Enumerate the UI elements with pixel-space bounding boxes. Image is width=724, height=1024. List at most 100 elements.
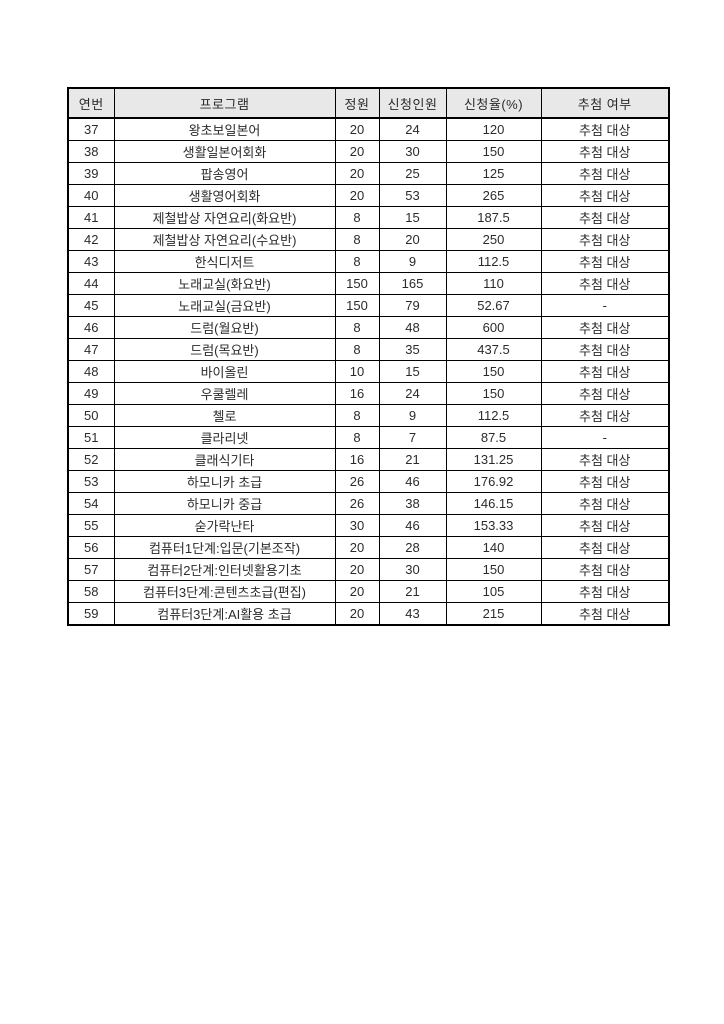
table-row: 40 생활영어회화 20 53 265 추첨 대상 <box>67 184 670 207</box>
cell-lottery: 추첨 대상 <box>540 580 670 603</box>
cell-lottery: 추첨 대상 <box>540 206 670 229</box>
cell-no: 57 <box>67 558 115 581</box>
cell-rate: 112.5 <box>445 250 542 273</box>
cell-no: 41 <box>67 206 115 229</box>
cell-capacity: 8 <box>334 206 380 229</box>
table-row: 49 우쿨렐레 16 24 150 추첨 대상 <box>67 382 670 405</box>
cell-no: 59 <box>67 602 115 626</box>
cell-rate: 153.33 <box>445 514 542 537</box>
cell-program: 바이올린 <box>113 360 336 383</box>
cell-lottery: 추첨 대상 <box>540 117 670 141</box>
cell-program: 드럼(월요반) <box>113 316 336 339</box>
cell-program: 노래교실(금요반) <box>113 294 336 317</box>
cell-applicants: 24 <box>378 382 447 405</box>
cell-rate: 125 <box>445 162 542 185</box>
cell-rate: 150 <box>445 558 542 581</box>
cell-rate: 52.67 <box>445 294 542 317</box>
cell-no: 48 <box>67 360 115 383</box>
cell-capacity: 150 <box>334 294 380 317</box>
cell-rate: 140 <box>445 536 542 559</box>
cell-no: 45 <box>67 294 115 317</box>
cell-lottery: 추첨 대상 <box>540 316 670 339</box>
cell-capacity: 150 <box>334 272 380 295</box>
cell-program: 한식디저트 <box>113 250 336 273</box>
cell-lottery: 추첨 대상 <box>540 448 670 471</box>
header-cell-no: 연번 <box>67 87 115 119</box>
cell-capacity: 20 <box>334 580 380 603</box>
cell-capacity: 20 <box>334 558 380 581</box>
cell-capacity: 20 <box>334 602 380 626</box>
table-row: 37 왕초보일본어 20 24 120 추첨 대상 <box>67 117 670 141</box>
cell-rate: 150 <box>445 360 542 383</box>
cell-applicants: 53 <box>378 184 447 207</box>
table-row: 51 클라리넷 8 7 87.5 - <box>67 426 670 449</box>
cell-capacity: 26 <box>334 492 380 515</box>
cell-rate: 600 <box>445 316 542 339</box>
cell-applicants: 7 <box>378 426 447 449</box>
header-cell-lottery: 추첨 여부 <box>540 87 670 119</box>
cell-no: 47 <box>67 338 115 361</box>
cell-applicants: 165 <box>378 272 447 295</box>
cell-program: 하모니카 초급 <box>113 470 336 493</box>
table-row: 50 첼로 8 9 112.5 추첨 대상 <box>67 404 670 427</box>
cell-no: 53 <box>67 470 115 493</box>
cell-applicants: 38 <box>378 492 447 515</box>
cell-no: 46 <box>67 316 115 339</box>
cell-lottery: 추첨 대상 <box>540 492 670 515</box>
cell-program: 컴퓨터1단계:입문(기본조작) <box>113 536 336 559</box>
program-table-container: 연번 프로그램 정원 신청인원 신청율(%) 추첨 여부 37 왕초보일본어 2… <box>67 87 670 626</box>
header-cell-applicants: 신청인원 <box>378 87 447 119</box>
cell-program: 생활일본어회화 <box>113 140 336 163</box>
cell-applicants: 20 <box>378 228 447 251</box>
cell-lottery: - <box>540 294 670 317</box>
cell-lottery: 추첨 대상 <box>540 558 670 581</box>
cell-capacity: 20 <box>334 162 380 185</box>
cell-program: 컴퓨터3단계:AI활용 초급 <box>113 602 336 626</box>
table-row: 45 노래교실(금요반) 150 79 52.67 - <box>67 294 670 317</box>
cell-applicants: 15 <box>378 360 447 383</box>
cell-program: 제철밥상 자연요리(화요반) <box>113 206 336 229</box>
cell-rate: 265 <box>445 184 542 207</box>
cell-applicants: 79 <box>378 294 447 317</box>
header-cell-program: 프로그램 <box>113 87 336 119</box>
cell-capacity: 10 <box>334 360 380 383</box>
cell-applicants: 30 <box>378 140 447 163</box>
cell-program: 드럼(목요반) <box>113 338 336 361</box>
cell-no: 54 <box>67 492 115 515</box>
cell-lottery: - <box>540 426 670 449</box>
table-row: 58 컴퓨터3단계:콘텐츠초급(편집) 20 21 105 추첨 대상 <box>67 580 670 603</box>
header-cell-capacity: 정원 <box>334 87 380 119</box>
cell-capacity: 30 <box>334 514 380 537</box>
cell-capacity: 20 <box>334 117 380 141</box>
cell-capacity: 20 <box>334 184 380 207</box>
cell-no: 40 <box>67 184 115 207</box>
cell-no: 55 <box>67 514 115 537</box>
cell-no: 51 <box>67 426 115 449</box>
table-row: 53 하모니카 초급 26 46 176.92 추첨 대상 <box>67 470 670 493</box>
cell-capacity: 8 <box>334 228 380 251</box>
cell-lottery: 추첨 대상 <box>540 536 670 559</box>
cell-program: 노래교실(화요반) <box>113 272 336 295</box>
table-row: 43 한식디저트 8 9 112.5 추첨 대상 <box>67 250 670 273</box>
cell-rate: 131.25 <box>445 448 542 471</box>
cell-no: 38 <box>67 140 115 163</box>
table-row: 55 숟가락난타 30 46 153.33 추첨 대상 <box>67 514 670 537</box>
cell-applicants: 21 <box>378 580 447 603</box>
cell-program: 클래식기타 <box>113 448 336 471</box>
table-row: 54 하모니카 중급 26 38 146.15 추첨 대상 <box>67 492 670 515</box>
cell-rate: 150 <box>445 140 542 163</box>
table-row: 52 클래식기타 16 21 131.25 추첨 대상 <box>67 448 670 471</box>
cell-applicants: 43 <box>378 602 447 626</box>
cell-capacity: 16 <box>334 382 380 405</box>
table-row: 38 생활일본어회화 20 30 150 추첨 대상 <box>67 140 670 163</box>
cell-program: 컴퓨터2단계:인터넷활용기초 <box>113 558 336 581</box>
cell-lottery: 추첨 대상 <box>540 382 670 405</box>
cell-lottery: 추첨 대상 <box>540 250 670 273</box>
table-body: 37 왕초보일본어 20 24 120 추첨 대상 38 생활일본어회화 20 … <box>67 117 670 626</box>
cell-lottery: 추첨 대상 <box>540 338 670 361</box>
table-row: 42 제철밥상 자연요리(수요반) 8 20 250 추첨 대상 <box>67 228 670 251</box>
cell-applicants: 21 <box>378 448 447 471</box>
cell-rate: 112.5 <box>445 404 542 427</box>
cell-capacity: 8 <box>334 338 380 361</box>
table-row: 39 팝송영어 20 25 125 추첨 대상 <box>67 162 670 185</box>
